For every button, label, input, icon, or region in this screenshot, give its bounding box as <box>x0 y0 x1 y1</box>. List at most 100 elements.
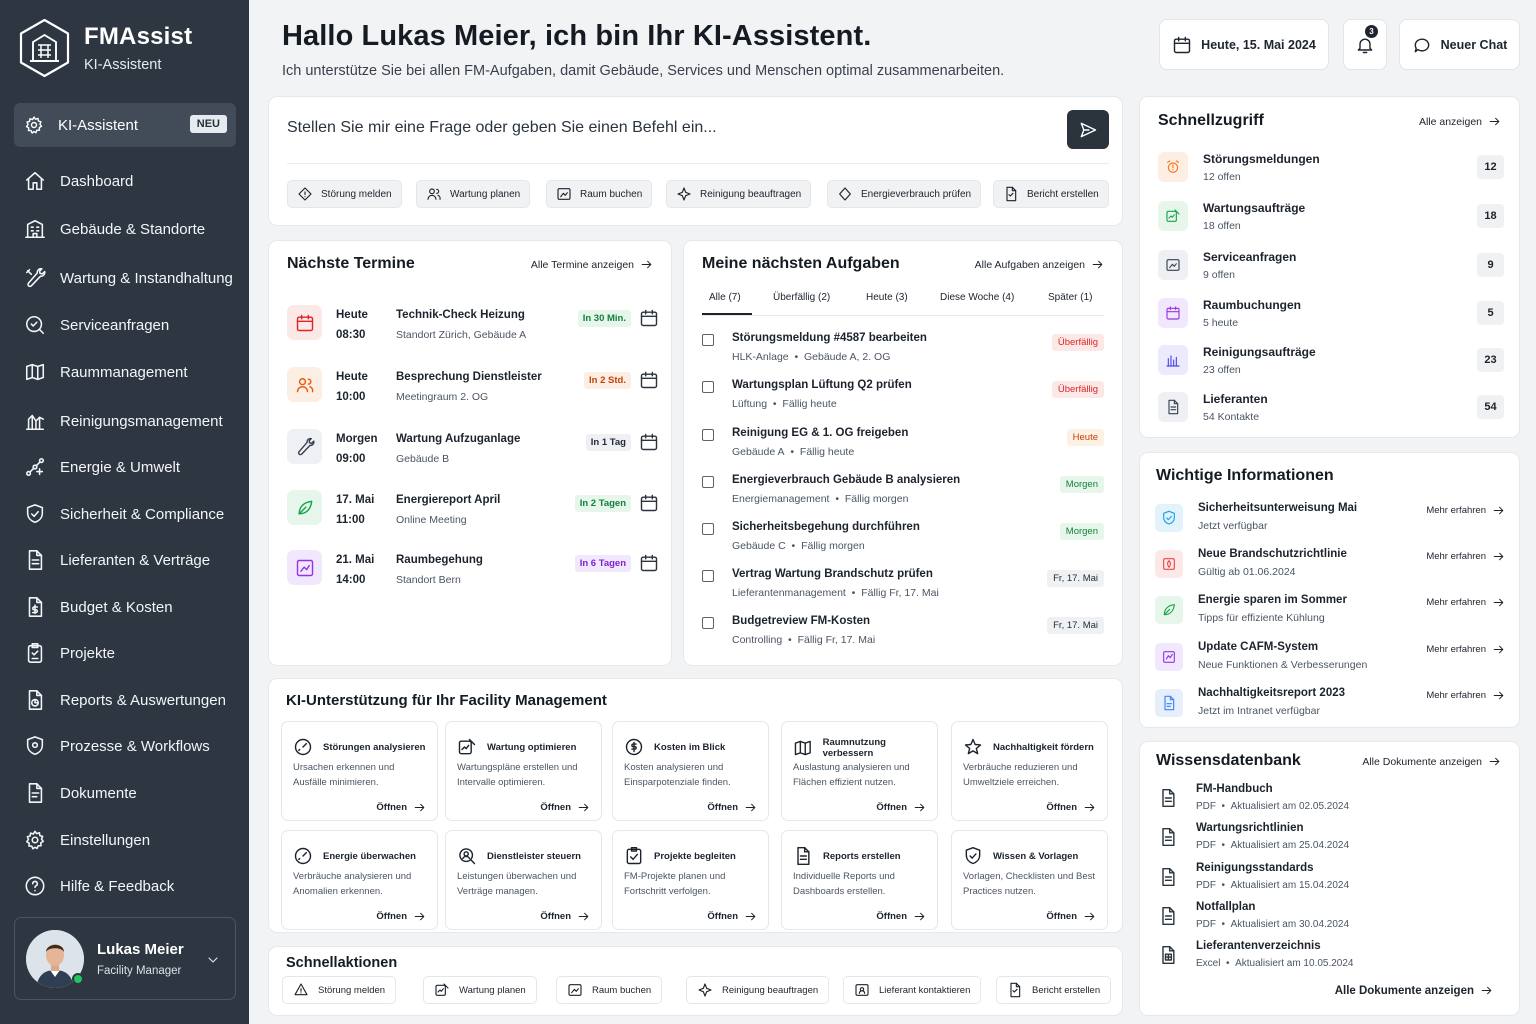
quick-access-service[interactable]: Serviceanfragen 9 offen 9 <box>1158 247 1504 283</box>
open-link[interactable]: Öffnen <box>376 910 426 923</box>
aufgaben-link[interactable]: Alle Aufgaben anzeigen <box>975 258 1104 271</box>
task-row[interactable]: Budgetreview FM-Kosten Controlling • Fäl… <box>702 615 1104 655</box>
task-row[interactable]: Energieverbrauch Gebäude B analysieren E… <box>702 474 1104 514</box>
all-documents-link[interactable]: Alle Dokumente anzeigen <box>1335 984 1493 997</box>
sidebar-item-ki-assistent[interactable]: KI-Assistent NEU <box>14 103 236 147</box>
chip-raum-buchen[interactable]: Raum buchen <box>546 180 653 208</box>
calendar-add-icon[interactable] <box>639 308 659 328</box>
calendar-add-icon[interactable] <box>639 370 659 390</box>
sidebar-item-lieferanten[interactable]: Lieferanten & Verträge <box>24 545 210 575</box>
send-button[interactable] <box>1067 110 1109 149</box>
task-checkbox[interactable] <box>702 617 714 629</box>
chip-reinigung-beauftragen[interactable]: Reinigung beauftragen <box>666 180 812 208</box>
open-link[interactable]: Öffnen <box>540 801 590 814</box>
task-checkbox[interactable] <box>702 334 714 346</box>
sidebar-item-prozesse[interactable]: Prozesse & Workflows <box>24 731 210 761</box>
more-link[interactable]: Mehr erfahren <box>1426 596 1505 609</box>
quick-action-reinigung[interactable]: Reinigung beauftragen <box>686 976 830 1004</box>
sidebar-item-dashboard[interactable]: Dashboard <box>24 166 133 196</box>
ki-card-stoerungen[interactable]: Störungen analysieren Ursachen erkennen … <box>281 721 438 821</box>
wissen-link[interactable]: Alle Dokumente anzeigen <box>1362 755 1501 768</box>
sidebar-item-sicherheit[interactable]: Sicherheit & Compliance <box>24 499 224 529</box>
schnellzugriff-link[interactable]: Alle anzeigen <box>1419 115 1501 128</box>
sidebar-item-reinigung[interactable]: Reinigungsmanagement <box>24 406 223 436</box>
open-link[interactable]: Öffnen <box>376 801 426 814</box>
task-checkbox[interactable] <box>702 476 714 488</box>
user-menu[interactable]: Lukas Meier Facility Manager <box>14 917 236 1000</box>
sidebar-item-einstellungen[interactable]: Einstellungen <box>24 825 150 855</box>
termin-row[interactable]: 17. Mai 11:00 Energiereport April Online… <box>287 490 659 534</box>
more-link[interactable]: Mehr erfahren <box>1426 504 1505 517</box>
document-row[interactable]: Lieferantenverzeichnis Excel • Aktualisi… <box>1158 940 1504 974</box>
quick-action-lieferant[interactable]: Lieferant kontaktieren <box>843 976 982 1004</box>
open-link[interactable]: Öffnen <box>540 910 590 923</box>
quick-action-bericht[interactable]: Bericht erstellen <box>996 976 1112 1004</box>
quick-action-stoerung[interactable]: Störung melden <box>282 976 397 1004</box>
new-chat-button[interactable]: Neuer Chat <box>1399 19 1520 70</box>
task-row[interactable]: Wartungsplan Lüftung Q2 prüfen Lüftung •… <box>702 379 1104 419</box>
task-row[interactable]: Reinigung EG & 1. OG freigeben Gebäude A… <box>702 427 1104 467</box>
task-checkbox[interactable] <box>702 381 714 393</box>
ki-card-nachhaltigkeit[interactable]: Nachhaltigkeit fördern Verbräuche reduzi… <box>951 721 1108 821</box>
document-row[interactable]: FM-Handbuch PDF • Aktualisiert am 02.05.… <box>1158 783 1504 817</box>
open-link[interactable]: Öffnen <box>1046 910 1096 923</box>
chip-bericht-erstellen[interactable]: Bericht erstellen <box>993 180 1109 208</box>
more-link[interactable]: Mehr erfahren <box>1426 550 1505 563</box>
termine-link[interactable]: Alle Termine anzeigen <box>531 258 653 271</box>
ki-card-wartung[interactable]: Wartung optimieren Wartungspläne erstell… <box>445 721 602 821</box>
task-row[interactable]: Vertrag Wartung Brandschutz prüfen Liefe… <box>702 568 1104 608</box>
termin-row[interactable]: Heute 10:00 Besprechung Dienstleister Me… <box>287 367 659 411</box>
termin-row[interactable]: Heute 08:30 Technik-Check Heizung Stando… <box>287 305 659 349</box>
calendar-add-icon[interactable] <box>639 432 659 452</box>
task-checkbox[interactable] <box>702 523 714 535</box>
quick-access-stoerungen[interactable]: Störungsmeldungen 12 offen 12 <box>1158 149 1504 185</box>
task-checkbox[interactable] <box>702 429 714 441</box>
sidebar-item-energie[interactable]: Energie & Umwelt <box>24 452 180 482</box>
tab-alle[interactable]: Alle (7) <box>709 292 741 303</box>
ki-card-kosten[interactable]: Kosten im Blick Kosten analysieren und E… <box>612 721 769 821</box>
info-row[interactable]: Sicherheitsunterweisung Mai Jetzt verfüg… <box>1155 500 1505 536</box>
tab-spaeter[interactable]: Später (1) <box>1048 292 1093 303</box>
sidebar-item-hilfe[interactable]: Hilfe & Feedback <box>24 871 174 901</box>
quick-action-raum[interactable]: Raum buchen <box>556 976 663 1004</box>
info-row[interactable]: Neue Brandschutzrichtlinie Gültig ab 01.… <box>1155 546 1505 582</box>
sidebar-item-dokumente[interactable]: Dokumente <box>24 778 137 808</box>
termin-row[interactable]: Morgen 09:00 Wartung Aufzuganlage Gebäud… <box>287 429 659 473</box>
chip-energieverbrauch-pruefen[interactable]: Energieverbrauch prüfen <box>827 180 982 208</box>
open-link[interactable]: Öffnen <box>876 910 926 923</box>
info-row[interactable]: Nachhaltigkeitsreport 2023 Jetzt im Intr… <box>1155 685 1505 721</box>
termin-row[interactable]: 21. Mai 14:00 Raumbegehung Standort Bern… <box>287 550 659 594</box>
ki-card-raumnutzung[interactable]: Raumnutzung verbessern Auslastung analys… <box>781 721 938 821</box>
notifications-button[interactable]: 3 <box>1343 19 1387 70</box>
open-link[interactable]: Öffnen <box>1046 801 1096 814</box>
ki-card-dienstleister[interactable]: Dienstleister steuern Leistungen überwac… <box>445 830 602 930</box>
chip-stoerung-melden[interactable]: Störung melden <box>287 180 402 208</box>
task-row[interactable]: Störungsmeldung #4587 bearbeiten HLK-Anl… <box>702 332 1104 372</box>
calendar-add-icon[interactable] <box>639 553 659 573</box>
assistant-input[interactable]: Stellen Sie mir eine Frage oder geben Si… <box>287 119 717 136</box>
open-link[interactable]: Öffnen <box>707 801 757 814</box>
open-link[interactable]: Öffnen <box>876 801 926 814</box>
task-checkbox[interactable] <box>702 570 714 582</box>
tab-diese-woche[interactable]: Diese Woche (4) <box>940 292 1015 303</box>
quick-access-raumbuchungen[interactable]: Raumbuchungen 5 heute 5 <box>1158 295 1504 331</box>
sidebar-item-wartung[interactable]: Wartung & Instandhaltung <box>24 263 233 293</box>
logo[interactable]: FMAssist KI-Assistent <box>18 18 192 78</box>
sidebar-item-gebaeude[interactable]: Gebäude & Standorte <box>24 214 205 244</box>
info-row[interactable]: Energie sparen im Sommer Tipps für effiz… <box>1155 592 1505 628</box>
calendar-add-icon[interactable] <box>639 493 659 513</box>
sidebar-item-reports[interactable]: Reports & Auswertungen <box>24 685 226 715</box>
ki-card-energie[interactable]: Energie überwachen Verbräuche analysiere… <box>281 830 438 930</box>
sidebar-item-raummanagement[interactable]: Raummanagement <box>24 357 188 387</box>
task-row[interactable]: Sicherheitsbegehung durchführen Gebäude … <box>702 521 1104 561</box>
quick-access-reinigung[interactable]: Reinigungsaufträge 23 offen 23 <box>1158 342 1504 378</box>
tab-heute[interactable]: Heute (3) <box>866 292 908 303</box>
document-row[interactable]: Notfallplan PDF • Aktualisiert am 30.04.… <box>1158 901 1504 935</box>
document-row[interactable]: Wartungsrichtlinien PDF • Aktualisiert a… <box>1158 822 1504 856</box>
document-row[interactable]: Reinigungsstandards PDF • Aktualisiert a… <box>1158 862 1504 896</box>
quick-action-wartung[interactable]: Wartung planen <box>423 976 537 1004</box>
sidebar-item-projekte[interactable]: Projekte <box>24 638 115 668</box>
more-link[interactable]: Mehr erfahren <box>1426 643 1505 656</box>
quick-access-wartung[interactable]: Wartungsaufträge 18 offen 18 <box>1158 198 1504 234</box>
ki-card-wissen[interactable]: Wissen & Vorlagen Vorlagen, Checklisten … <box>951 830 1108 930</box>
